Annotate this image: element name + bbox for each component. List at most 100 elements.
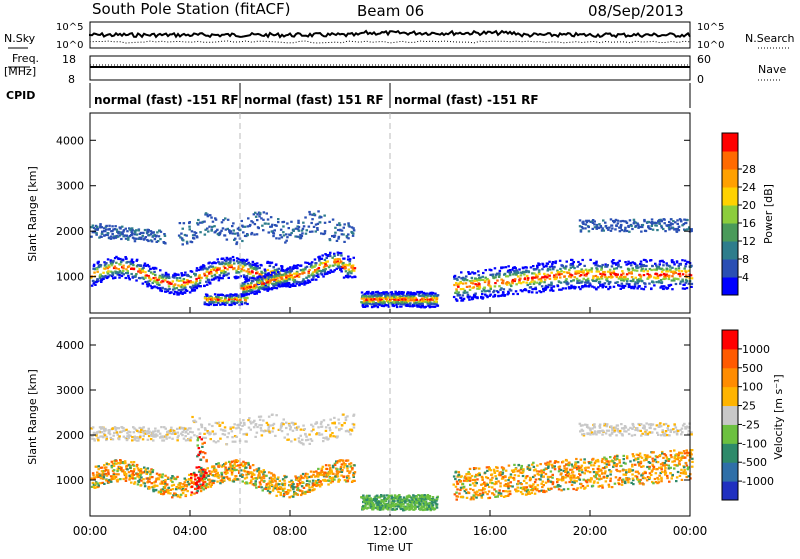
power-cell (642, 224, 645, 226)
power-cell (643, 220, 646, 222)
power-cell (343, 241, 346, 243)
power-cell (369, 300, 372, 302)
velocity-cell (341, 469, 344, 471)
power-cell (233, 302, 236, 304)
velocity-cell (343, 466, 346, 468)
velocity-cell (228, 461, 231, 463)
power-cell (191, 241, 194, 243)
power-cell (650, 287, 653, 289)
power-cell (683, 268, 686, 270)
velocity-cell (103, 483, 106, 485)
power-cell (324, 268, 327, 270)
power-cell (648, 283, 651, 285)
velocity-cell (268, 416, 271, 418)
power-cell (251, 271, 254, 273)
velocity-cell (201, 438, 204, 440)
power-cell (208, 262, 211, 264)
velocity-cell (105, 466, 108, 468)
power-cell (667, 287, 670, 289)
power-cell (536, 282, 539, 284)
power-cell (243, 276, 246, 278)
power-cell (224, 217, 227, 219)
velocity-cell (242, 480, 245, 482)
power-cell (314, 264, 317, 266)
velocity-cell (130, 470, 133, 472)
power-cell (207, 230, 210, 232)
power-cell (534, 281, 537, 283)
power-cell (311, 218, 314, 220)
power-cell (290, 270, 293, 272)
velocity-cell (253, 469, 256, 471)
nave-tick-top: 60 (697, 53, 711, 66)
power-cell (263, 283, 266, 285)
power-cell (675, 272, 678, 274)
power-cell (131, 259, 134, 261)
power-cbar-cell (722, 187, 738, 206)
power-cell (226, 239, 229, 241)
velocity-cell (333, 417, 336, 419)
power-cell (148, 270, 151, 272)
power-cell (184, 284, 187, 286)
velocity-cell (271, 481, 274, 483)
power-cell (211, 226, 214, 228)
freq-tick-top: 18 (62, 53, 76, 66)
power-cell (655, 225, 658, 227)
power-cell (264, 223, 267, 225)
velocity-cell (177, 435, 180, 437)
velocity-cell (182, 492, 185, 494)
power-cell (489, 285, 492, 287)
power-cell (286, 222, 289, 224)
velocity-cell (214, 433, 217, 435)
velocity-cell (325, 430, 328, 432)
velocity-cell (342, 475, 345, 477)
power-cell (565, 278, 568, 280)
power-cell (517, 293, 520, 295)
power-cell (241, 303, 244, 305)
power-cell (650, 275, 653, 277)
power-cell (287, 282, 290, 284)
power-cell (626, 222, 629, 224)
velocity-cell (204, 469, 207, 471)
velocity-cell (349, 433, 352, 435)
velocity-cell (213, 465, 216, 467)
power-cell (119, 263, 122, 265)
power-cell (678, 229, 681, 231)
power-cell (211, 275, 214, 277)
power-cell (304, 262, 307, 264)
velocity-cell (204, 437, 207, 439)
velocity-cell (148, 430, 151, 432)
velocity-cell (263, 469, 266, 471)
power-cell (503, 288, 506, 290)
power-cell (278, 237, 281, 239)
power-cell (337, 238, 340, 240)
power-cell (620, 288, 623, 290)
power-cell (243, 269, 246, 271)
nave-label: Nave (758, 63, 786, 76)
velocity-cell (169, 430, 172, 432)
velocity-cell (310, 471, 313, 473)
power-cell (455, 288, 458, 290)
velocity-cell (302, 443, 305, 445)
velocity-cell (255, 487, 258, 489)
power-cell (306, 262, 309, 264)
velocity-cell (116, 470, 119, 472)
power-cell (258, 215, 261, 217)
power-cell (271, 262, 274, 264)
velocity-cell (303, 487, 306, 489)
velocity-cell (193, 434, 196, 436)
velocity-cell (113, 465, 116, 467)
power-cell (402, 291, 405, 293)
power-cell (507, 292, 510, 294)
velocity-cell (229, 479, 232, 481)
power-cell (617, 265, 620, 267)
power-cell (236, 241, 239, 243)
power-cell (310, 264, 313, 266)
power-cell (282, 231, 285, 233)
power-cell (628, 272, 631, 274)
velocity-cell (152, 469, 155, 471)
power-cell (541, 268, 544, 270)
velocity-cell (242, 461, 245, 463)
power-cell (620, 276, 623, 278)
power-cell (352, 233, 355, 235)
power-cell (399, 306, 402, 308)
